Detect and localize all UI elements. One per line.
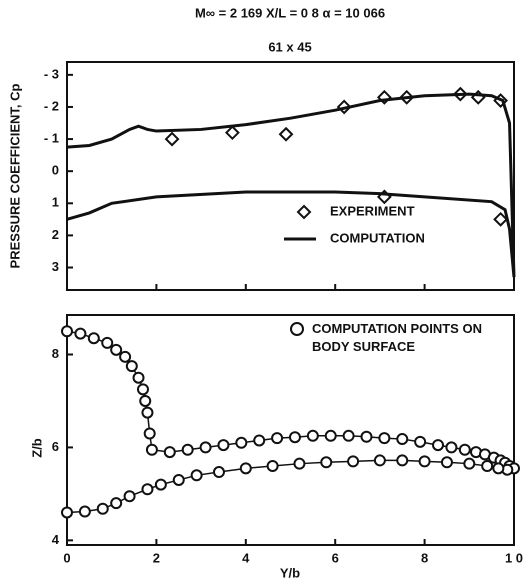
data-point [123, 490, 136, 503]
y-tick-label: - 3 [44, 66, 59, 81]
data-point [78, 505, 91, 518]
data-point [224, 125, 240, 141]
data-point [458, 443, 471, 456]
x-tick-label: 0 [63, 550, 70, 565]
data-point [136, 383, 149, 396]
data-point [119, 350, 132, 363]
series-line [66, 92, 516, 278]
data-point [141, 406, 154, 419]
data-point [342, 429, 355, 442]
data-point [87, 332, 100, 345]
data-point [61, 506, 73, 519]
y-tick-label: - 1 [44, 131, 59, 146]
data-point [306, 429, 319, 442]
data-point [396, 454, 409, 467]
data-point [396, 433, 409, 446]
data-point [172, 473, 185, 486]
legend-label: COMPUTATION POINTS ON BODY SURFACE [312, 321, 482, 354]
data-point [239, 462, 252, 475]
data-point [463, 457, 476, 470]
data-point [181, 443, 194, 456]
data-point [320, 456, 333, 469]
data-point [266, 460, 279, 473]
data-point [445, 441, 458, 454]
chart-title: M∞ = 2 169 X/L = 0 8 α = 10 066 [195, 5, 385, 20]
series-line [66, 330, 517, 514]
data-point [101, 336, 114, 349]
data-point [143, 427, 156, 440]
x-tick-label: 6 [332, 550, 339, 565]
plot-frame [66, 61, 515, 291]
y-tick-label: 8 [52, 346, 59, 361]
data-point [378, 432, 391, 445]
data-point [164, 131, 180, 147]
data-point [347, 455, 360, 468]
y-tick-label: 2 [52, 227, 59, 242]
data-point [418, 455, 431, 468]
x-tick-label: 2 [153, 550, 160, 565]
data-point [190, 469, 203, 482]
data-point [376, 89, 392, 105]
data-point [145, 443, 158, 456]
data-point [492, 462, 505, 475]
data-point [212, 466, 225, 479]
data-point [360, 430, 373, 443]
y-axis-label: Z/b [29, 438, 44, 458]
data-point [125, 360, 138, 373]
y-axis-label: PRESSURE COEFFICIENT, Cp [7, 83, 22, 268]
data-point [288, 431, 301, 444]
data-point [110, 343, 123, 356]
data-point [154, 478, 167, 491]
x-tick-label: 4 [242, 550, 250, 565]
data-point [132, 371, 145, 384]
legend-label: EXPERIMENT [330, 203, 415, 218]
x-tick-label: 1 0 [505, 550, 523, 565]
x-tick-label: 8 [421, 550, 428, 565]
y-tick-label: - 2 [44, 98, 59, 113]
data-point [235, 436, 248, 449]
legend-label: COMPUTATION [330, 230, 425, 245]
y-tick-label: 1 [52, 195, 59, 210]
y-tick-label: 4 [52, 532, 60, 547]
data-point [139, 394, 152, 407]
y-tick-label: 0 [52, 163, 59, 178]
legend: COMPUTATION POINTS ON BODY SURFACE [290, 320, 502, 356]
data-point [74, 327, 87, 340]
data-point [163, 446, 176, 459]
data-point [110, 497, 123, 510]
data-point [440, 456, 453, 469]
data-point [493, 211, 509, 227]
plot-frame [66, 314, 515, 546]
data-point [414, 435, 427, 448]
chart-subtitle: 61 x 45 [268, 39, 311, 54]
x-axis-label: Y/b [280, 565, 300, 580]
data-point [432, 439, 445, 452]
data-point [253, 434, 266, 447]
y-tick-label: 3 [52, 259, 59, 274]
data-point [481, 460, 494, 473]
data-point [271, 432, 284, 445]
data-point [141, 483, 154, 496]
data-point [217, 439, 230, 452]
data-point [61, 325, 73, 338]
data-point [324, 429, 337, 442]
data-point [199, 441, 212, 454]
data-point [293, 457, 306, 470]
y-tick-label: 6 [52, 439, 59, 454]
legend-marker [296, 204, 312, 220]
data-point [373, 454, 386, 467]
data-point [278, 126, 294, 142]
legend-marker [290, 322, 304, 336]
data-point [96, 502, 109, 515]
